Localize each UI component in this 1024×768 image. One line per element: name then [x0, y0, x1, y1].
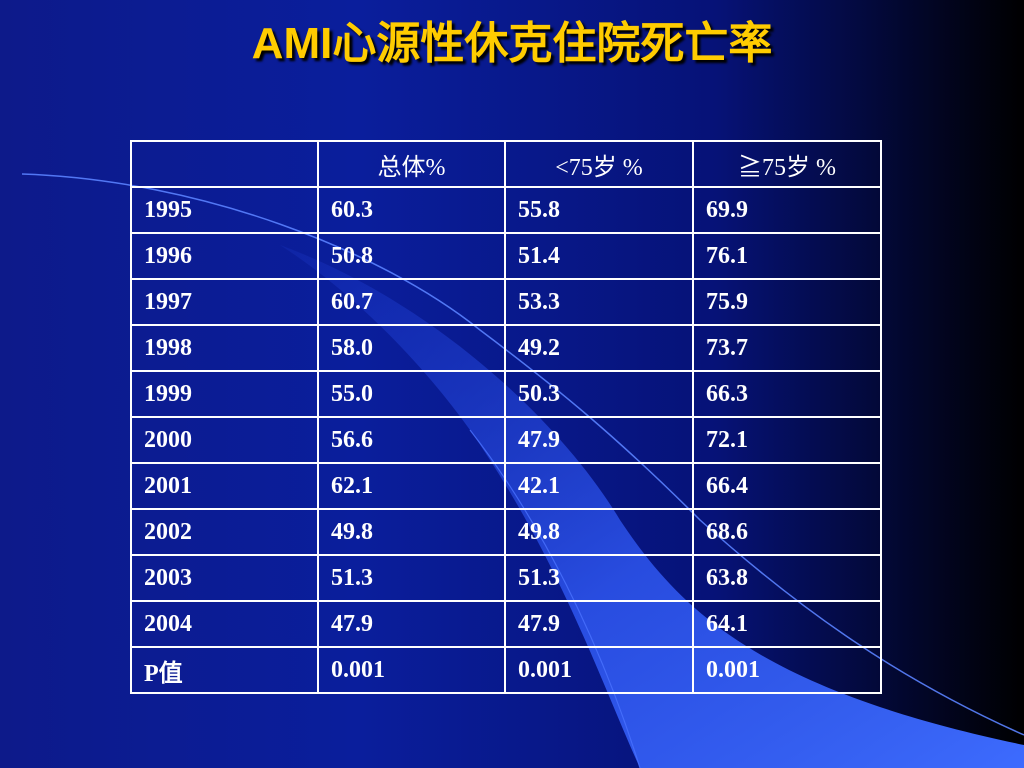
table-cell: 1996 — [130, 232, 319, 280]
table-cell: 66.3 — [692, 370, 882, 418]
table-cell: 51.3 — [504, 554, 694, 602]
table-header-row: 总体% <75岁 % ≧75岁 % — [130, 140, 882, 188]
mortality-table: 总体% <75岁 % ≧75岁 % 1995 60.3 55.8 69.9 19… — [130, 140, 882, 694]
table-cell: 51.3 — [317, 554, 506, 602]
table-cell: 62.1 — [317, 462, 506, 510]
table-cell: 49.8 — [504, 508, 694, 556]
table-cell: 72.1 — [692, 416, 882, 464]
table-cell: 47.9 — [504, 600, 694, 648]
table-cell: 63.8 — [692, 554, 882, 602]
table-cell: 47.9 — [504, 416, 694, 464]
table-cell: 50.3 — [504, 370, 694, 418]
table-cell: 60.7 — [317, 278, 506, 326]
table-row: 1996 50.8 51.4 76.1 — [130, 232, 882, 280]
table-cell: 49.2 — [504, 324, 694, 372]
table-cell: 55.8 — [504, 186, 694, 234]
table-cell: 47.9 — [317, 600, 506, 648]
table-cell: 69.9 — [692, 186, 882, 234]
table-row: 2002 49.8 49.8 68.6 — [130, 508, 882, 556]
table-cell: 58.0 — [317, 324, 506, 372]
table-cell: 0.001 — [692, 646, 882, 694]
table-cell: 2002 — [130, 508, 319, 556]
table-cell: 1998 — [130, 324, 319, 372]
table-cell: 76.1 — [692, 232, 882, 280]
table-cell: 56.6 — [317, 416, 506, 464]
table-header-cell — [130, 140, 319, 188]
table-row: P值 0.001 0.001 0.001 — [130, 646, 882, 694]
table-row: 1998 58.0 49.2 73.7 — [130, 324, 882, 372]
table-cell: 1995 — [130, 186, 319, 234]
table-cell: 2003 — [130, 554, 319, 602]
table-cell: 1999 — [130, 370, 319, 418]
table-cell: 42.1 — [504, 462, 694, 510]
table-cell: 75.9 — [692, 278, 882, 326]
table-cell: 55.0 — [317, 370, 506, 418]
mortality-table-container: 总体% <75岁 % ≧75岁 % 1995 60.3 55.8 69.9 19… — [130, 140, 882, 694]
table-row: 2001 62.1 42.1 66.4 — [130, 462, 882, 510]
table-row: 1997 60.7 53.3 75.9 — [130, 278, 882, 326]
table-cell: 66.4 — [692, 462, 882, 510]
table-cell: 60.3 — [317, 186, 506, 234]
slide-title: AMI心源性休克住院死亡率 — [251, 19, 773, 68]
table-cell: 53.3 — [504, 278, 694, 326]
table-header-cell: <75岁 % — [504, 140, 694, 188]
table-cell: 64.1 — [692, 600, 882, 648]
table-row: 2003 51.3 51.3 63.8 — [130, 554, 882, 602]
table-cell: 51.4 — [504, 232, 694, 280]
table-row: 1995 60.3 55.8 69.9 — [130, 186, 882, 234]
table-cell: 0.001 — [317, 646, 506, 694]
table-cell: 73.7 — [692, 324, 882, 372]
table-cell: 2004 — [130, 600, 319, 648]
table-cell: 1997 — [130, 278, 319, 326]
table-cell: 68.6 — [692, 508, 882, 556]
table-cell: 50.8 — [317, 232, 506, 280]
table-cell: 0.001 — [504, 646, 694, 694]
table-row: 2000 56.6 47.9 72.1 — [130, 416, 882, 464]
table-header-cell: ≧75岁 % — [692, 140, 882, 188]
table-header-cell: 总体% — [317, 140, 506, 188]
table-cell: 2001 — [130, 462, 319, 510]
table-row: 2004 47.9 47.9 64.1 — [130, 600, 882, 648]
table-row: 1999 55.0 50.3 66.3 — [130, 370, 882, 418]
table-cell: P值 — [130, 646, 319, 694]
table-cell: 2000 — [130, 416, 319, 464]
table-cell: 49.8 — [317, 508, 506, 556]
